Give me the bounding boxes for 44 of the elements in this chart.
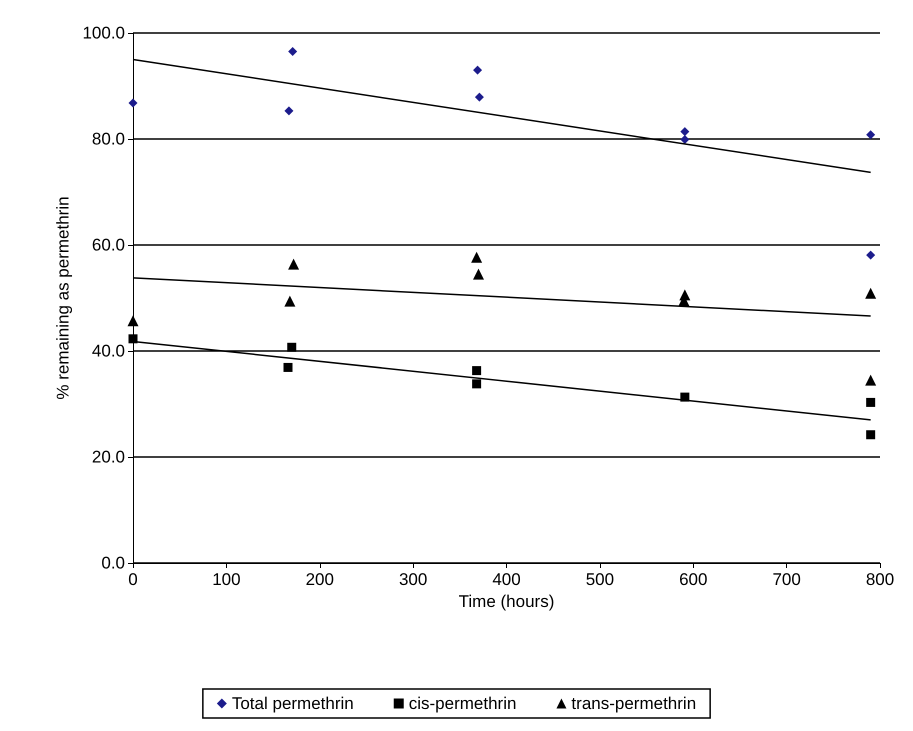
point [680, 127, 690, 136]
point [679, 289, 690, 300]
point [473, 66, 482, 75]
x-tick-label: 400 [492, 570, 521, 589]
x-tick-label: 0 [128, 570, 138, 589]
x-tick-label: 200 [306, 570, 334, 589]
point [865, 374, 876, 386]
point [866, 430, 876, 440]
point [680, 135, 690, 144]
point [472, 379, 482, 388]
x-tick-label: 100 [212, 570, 241, 589]
point [284, 106, 294, 116]
point [284, 362, 293, 372]
point [128, 98, 138, 108]
point [287, 342, 296, 352]
point [865, 288, 876, 299]
y-tick-label: 40.0 [92, 342, 125, 360]
legend-label: trans-permethrin [571, 694, 696, 713]
x-tick-label: 300 [398, 570, 428, 589]
legend-label: cis-permethrin [408, 694, 516, 713]
point [128, 315, 138, 326]
point [474, 92, 484, 102]
x-tick-label: 800 [866, 570, 894, 589]
point [284, 296, 296, 307]
y-tick-label: 100.0 [82, 24, 125, 42]
x-tick-label: 600 [679, 570, 708, 589]
x-tick-label: 500 [586, 570, 614, 589]
x-tick-label: 700 [772, 570, 801, 589]
point [866, 250, 876, 260]
point [128, 334, 138, 344]
point [472, 268, 484, 280]
y-tick-label: 80.0 [92, 130, 125, 148]
point [472, 366, 482, 376]
y-tick-label: 20.0 [92, 448, 125, 466]
y-tick-label: 60.0 [92, 236, 125, 254]
point [866, 398, 876, 407]
point [288, 258, 300, 270]
x-axis-title: Time (hours) [458, 592, 554, 611]
y-tick-label: 0.0 [101, 554, 125, 572]
point [288, 47, 298, 56]
point [866, 130, 876, 140]
point [471, 252, 482, 263]
y-axis-title: % remaining as permethrin [54, 196, 73, 400]
legend-label: Total permethrin [232, 694, 354, 713]
